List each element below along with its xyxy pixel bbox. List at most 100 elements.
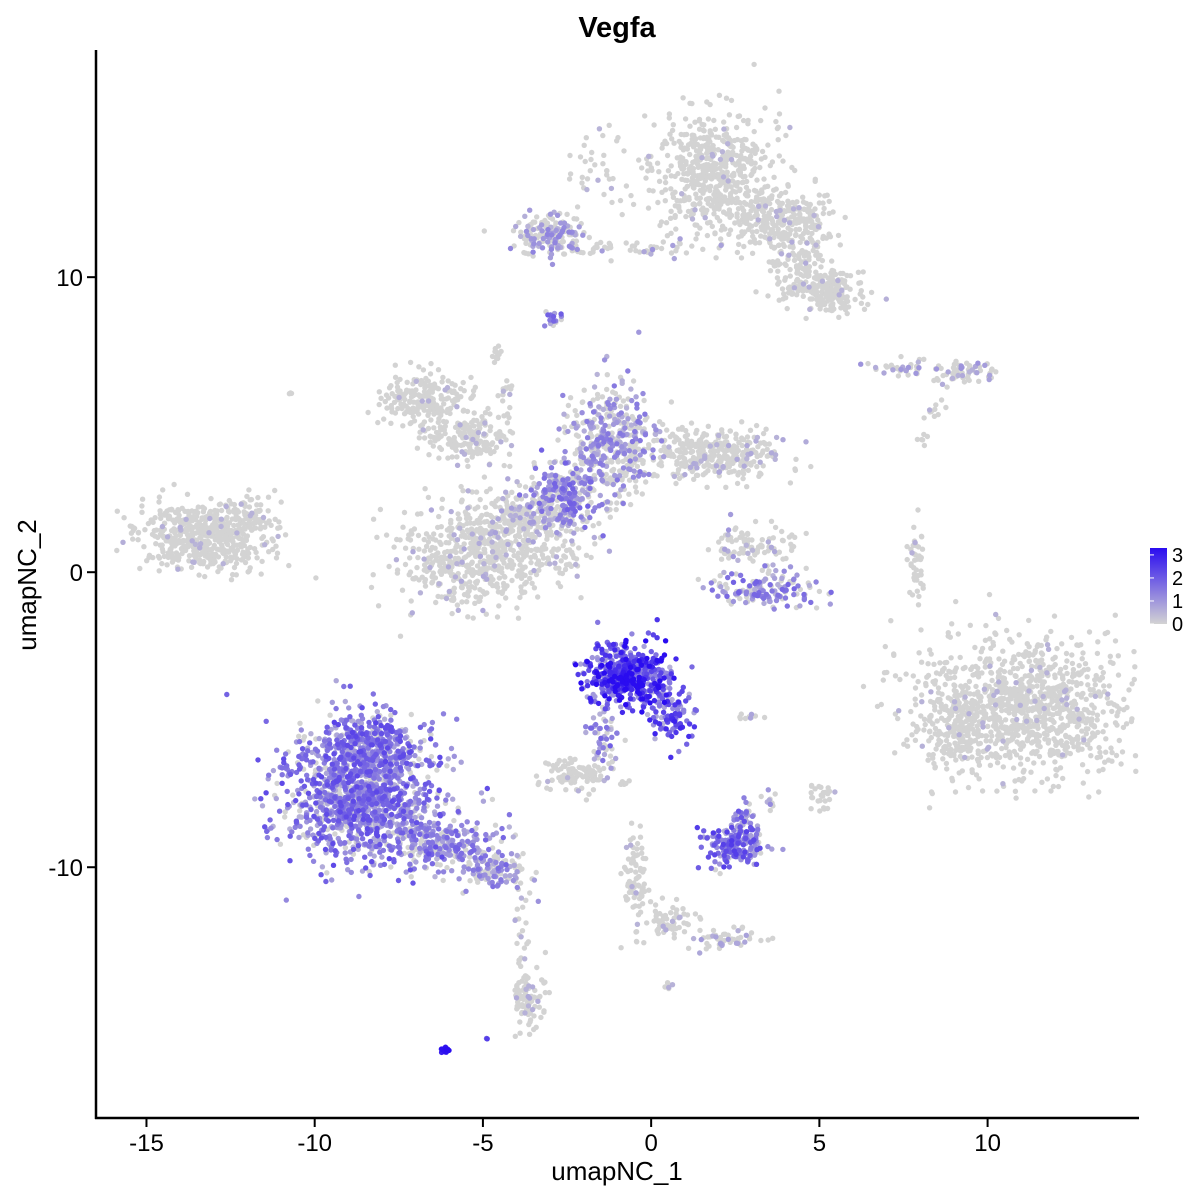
cell-point (617, 197, 624, 204)
cell-point (1058, 715, 1064, 721)
cell-point (411, 399, 417, 405)
cell-point (499, 589, 506, 595)
cell-point (1019, 676, 1025, 682)
cell-point (776, 153, 782, 159)
cell-point (868, 289, 875, 296)
cell-point (1024, 756, 1031, 762)
cell-point (151, 527, 157, 534)
cell-point (1094, 754, 1100, 761)
cell-point (989, 753, 996, 759)
cell-point (394, 384, 401, 390)
cell-point (489, 514, 495, 520)
cell-point (891, 652, 897, 658)
cell-point (695, 576, 701, 583)
cell-point (215, 530, 221, 537)
cell-point (544, 536, 550, 542)
cell-point (229, 555, 235, 561)
cell-point (752, 518, 759, 525)
cell-point (672, 189, 678, 195)
cell-point (388, 402, 394, 409)
cell-point (580, 250, 586, 256)
cell-point (705, 140, 711, 147)
cell-point (378, 395, 384, 401)
cell-point (744, 178, 750, 185)
cell-point (401, 392, 407, 398)
cell-point (216, 564, 222, 570)
cell-point (645, 168, 651, 174)
cell-point (727, 428, 733, 434)
cell-point (509, 383, 515, 389)
cell-point (381, 416, 387, 422)
cell-point (784, 305, 790, 312)
cell-point (745, 159, 751, 165)
cell-point (617, 403, 624, 409)
cell-point (1064, 740, 1070, 746)
cell-point (959, 705, 965, 711)
cell-point (495, 589, 502, 595)
cell-point (493, 582, 500, 588)
cell-point (986, 591, 993, 598)
cell-point (898, 353, 904, 360)
cell-point (545, 555, 551, 561)
cell-point (215, 554, 222, 560)
cell-point (422, 385, 428, 391)
cell-point (1105, 757, 1112, 763)
cell-point (1021, 729, 1027, 736)
cell-point (416, 364, 422, 370)
cell-point (433, 429, 440, 436)
cell-point (529, 580, 535, 586)
cell-point (1132, 664, 1138, 670)
cell-point (565, 402, 572, 409)
cell-point (712, 230, 718, 236)
cell-point (594, 391, 601, 398)
cell-point (741, 243, 747, 250)
cell-point (679, 426, 685, 432)
cell-point (921, 356, 927, 362)
cell-point (1080, 650, 1086, 656)
cell-point (1018, 688, 1024, 695)
cell-point (1101, 683, 1107, 689)
cell-point (382, 398, 388, 405)
cell-point (507, 404, 513, 411)
cell-point (763, 426, 769, 432)
cell-point (1094, 712, 1101, 718)
cell-point (1096, 744, 1102, 751)
cell-point (457, 430, 463, 436)
cell-point (128, 530, 135, 536)
cell-point (718, 556, 725, 562)
cell-point (407, 420, 413, 427)
cell-point (614, 500, 620, 506)
cell-point (587, 168, 593, 174)
cell-point (460, 488, 466, 494)
cell-point (912, 685, 919, 691)
cell-point (273, 543, 279, 549)
cell-point (707, 187, 713, 194)
cell-point (459, 599, 465, 605)
cell-point (754, 453, 760, 460)
cell-point (600, 161, 606, 167)
cell-point (751, 128, 757, 135)
cell-point (674, 447, 680, 454)
cell-point (1010, 665, 1017, 672)
cell-point (679, 176, 685, 182)
cell-point (619, 211, 625, 218)
cell-point (258, 524, 264, 530)
cell-point (573, 556, 580, 562)
cell-point (562, 554, 569, 560)
cell-point (483, 611, 489, 617)
cell-point (588, 156, 594, 163)
cell-point (754, 463, 760, 470)
cell-point (525, 523, 531, 530)
cell-point (433, 557, 439, 563)
cell-point (410, 413, 416, 420)
cell-point (501, 433, 507, 440)
cell-point (1115, 653, 1122, 659)
cell-point (802, 219, 809, 226)
cell-point (943, 760, 950, 767)
cell-point (774, 275, 781, 281)
cell-point (141, 544, 147, 550)
cell-point (184, 531, 191, 538)
cell-point (938, 397, 945, 403)
cell-point (910, 721, 916, 727)
cell-point (564, 211, 570, 217)
